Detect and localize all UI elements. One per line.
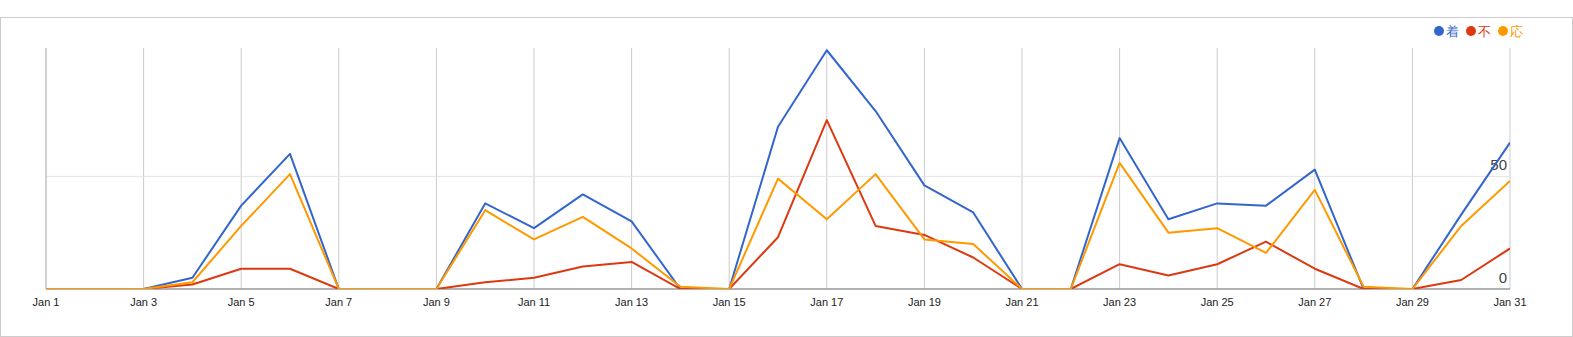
x-grid-line bbox=[826, 48, 827, 289]
x-tick-label: Jan 29 bbox=[1396, 296, 1429, 308]
x-tick-label: Jan 7 bbox=[325, 296, 352, 308]
x-axis-line bbox=[46, 289, 1510, 290]
x-tick-label: Jan 3 bbox=[130, 296, 157, 308]
x-tick-label: Jan 23 bbox=[1103, 296, 1136, 308]
x-tick-label: Jan 9 bbox=[423, 296, 450, 308]
legend-label: 不 bbox=[1478, 24, 1491, 39]
x-tick-label: Jan 25 bbox=[1201, 296, 1234, 308]
x-tick-label: Jan 21 bbox=[1005, 296, 1038, 308]
x-grid-line bbox=[924, 48, 925, 289]
legend-marker bbox=[1466, 26, 1476, 36]
x-grid-line bbox=[729, 48, 730, 289]
grid bbox=[46, 48, 1510, 289]
x-grid-line bbox=[534, 48, 535, 289]
series-group bbox=[46, 50, 1510, 289]
legend: 着不応 bbox=[1434, 24, 1523, 39]
x-grid-line bbox=[1510, 48, 1511, 289]
x-grid-line bbox=[1217, 48, 1218, 289]
x-tick-label: Jan 15 bbox=[713, 296, 746, 308]
series-line bbox=[46, 50, 1510, 289]
x-grid-line bbox=[338, 48, 339, 289]
x-tick-label: Jan 13 bbox=[615, 296, 648, 308]
y-grid-line bbox=[46, 176, 1510, 177]
x-tick-label: Jan 11 bbox=[518, 296, 550, 308]
x-grid-line bbox=[1412, 48, 1413, 289]
chart: Jan 1 Jan 3 Jan 5 Jan 7 Jan 9 Jan 11 Jan 13 Jan… bbox=[0, 0, 1573, 337]
legend-label: 着 bbox=[1446, 24, 1459, 39]
x-tick-label: Jan 19 bbox=[908, 296, 941, 308]
series-line bbox=[46, 120, 1510, 289]
chart-border bbox=[1, 18, 1573, 337]
x-grid-line bbox=[631, 48, 632, 289]
x-grid-line bbox=[46, 48, 47, 289]
x-tick-label: Jan 31 bbox=[1493, 296, 1526, 308]
x-tick-label: Jan 5 bbox=[228, 296, 255, 308]
legend-marker bbox=[1434, 26, 1444, 36]
series-line bbox=[46, 163, 1510, 289]
x-tick-label: Jan 27 bbox=[1298, 296, 1331, 308]
y-grid-line bbox=[46, 289, 1510, 290]
x-grid-line bbox=[143, 48, 144, 289]
x-grid-line bbox=[1119, 48, 1120, 289]
x-grid-line bbox=[436, 48, 437, 289]
y-axis-line bbox=[46, 48, 47, 289]
x-tick-label: Jan 17 bbox=[810, 296, 843, 308]
x-grid-line bbox=[1022, 48, 1023, 289]
x-grid-line bbox=[1314, 48, 1315, 289]
x-tick-label: Jan 1 bbox=[33, 296, 60, 308]
legend-label: 応 bbox=[1510, 24, 1523, 39]
legend-marker bbox=[1498, 26, 1508, 36]
x-grid-line bbox=[241, 48, 242, 289]
y-tick-label: 0 bbox=[1499, 269, 1507, 286]
